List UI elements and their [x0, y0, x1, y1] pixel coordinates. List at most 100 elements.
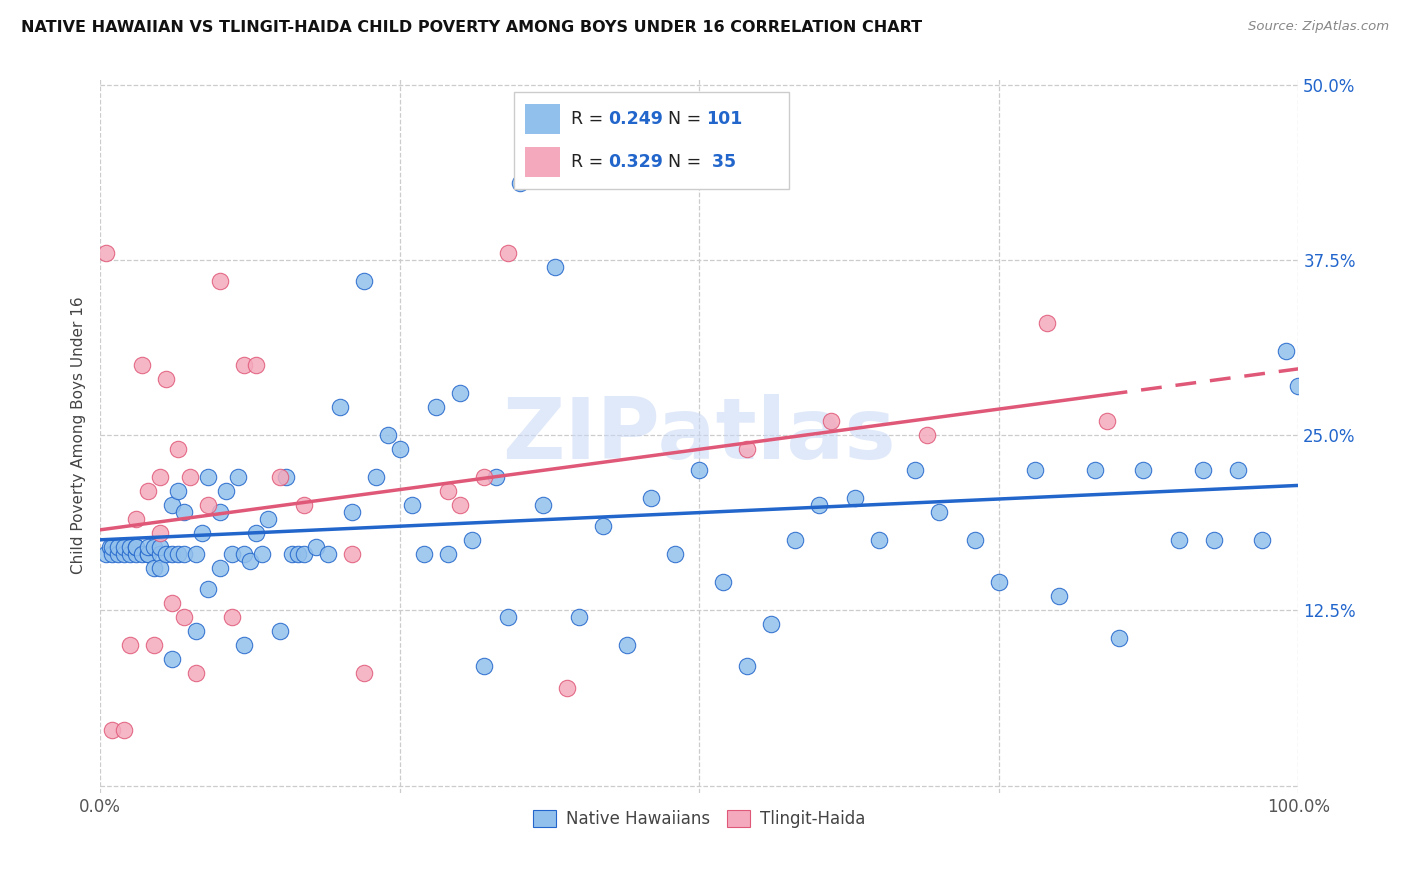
Point [496, 610, 519, 624]
Point [436, 547, 458, 561]
Point [1275, 344, 1298, 359]
Point [1084, 463, 1107, 477]
Point [533, 498, 555, 512]
Point [808, 498, 831, 512]
Point [316, 547, 339, 561]
Point [101, 547, 124, 561]
Point [160, 498, 183, 512]
Point [688, 463, 710, 477]
Point [711, 575, 734, 590]
Point [136, 547, 159, 561]
Point [820, 414, 842, 428]
Point [160, 652, 183, 666]
Point [239, 554, 262, 568]
Point [184, 547, 207, 561]
Point [112, 547, 135, 561]
Point [232, 358, 254, 372]
Point [101, 541, 124, 555]
Point [107, 547, 129, 561]
Point [208, 505, 231, 519]
Point [155, 547, 177, 561]
Point [436, 484, 458, 499]
Point [120, 541, 142, 555]
Point [125, 547, 148, 561]
Point [197, 498, 219, 512]
Point [131, 547, 153, 561]
Point [221, 547, 243, 561]
Point [287, 547, 309, 561]
Point [269, 470, 291, 484]
Point [508, 176, 530, 190]
Point [1047, 590, 1070, 604]
Point [544, 260, 567, 274]
Point [329, 400, 352, 414]
Point [759, 617, 782, 632]
Point [125, 541, 148, 555]
Point [149, 526, 172, 541]
Point [987, 575, 1010, 590]
Point [149, 470, 172, 484]
Legend: Native Hawaiians, Tlingit-Haida: Native Hawaiians, Tlingit-Haida [526, 803, 872, 834]
Point [160, 547, 183, 561]
Point [963, 533, 986, 548]
Point [735, 659, 758, 673]
Point [94, 547, 117, 561]
Point [1095, 414, 1118, 428]
Text: Source: ZipAtlas.com: Source: ZipAtlas.com [1249, 20, 1389, 33]
Point [1024, 463, 1046, 477]
Point [125, 512, 148, 526]
Point [232, 639, 254, 653]
Point [167, 547, 190, 561]
Point [377, 428, 399, 442]
Point [232, 547, 254, 561]
Point [472, 659, 495, 673]
Point [250, 547, 273, 561]
Point [844, 491, 866, 506]
Point [197, 582, 219, 597]
Point [197, 470, 219, 484]
Point [136, 541, 159, 555]
Point [120, 639, 142, 653]
Point [1108, 632, 1130, 646]
Point [557, 681, 579, 695]
Point [149, 547, 172, 561]
Point [915, 428, 938, 442]
Point [112, 723, 135, 737]
Point [184, 624, 207, 639]
Point [305, 541, 328, 555]
Point [245, 358, 267, 372]
Point [184, 666, 207, 681]
Point [425, 400, 447, 414]
Point [449, 386, 471, 401]
Point [520, 161, 543, 176]
Point [179, 470, 201, 484]
Point [460, 533, 482, 548]
Point [1191, 463, 1213, 477]
Point [167, 484, 190, 499]
Point [208, 274, 231, 288]
Point [1035, 316, 1057, 330]
Point [904, 463, 927, 477]
Point [340, 505, 363, 519]
Point [160, 596, 183, 610]
Point [281, 547, 304, 561]
Point [257, 512, 280, 526]
Point [143, 561, 166, 575]
Point [292, 498, 315, 512]
Y-axis label: Child Poverty Among Boys Under 16: Child Poverty Among Boys Under 16 [72, 296, 86, 574]
Point [107, 541, 129, 555]
Point [274, 470, 297, 484]
Point [353, 274, 375, 288]
Point [568, 610, 591, 624]
Point [484, 470, 506, 484]
Point [592, 519, 614, 533]
Point [245, 526, 267, 541]
Point [167, 442, 190, 457]
Point [226, 470, 249, 484]
Point [868, 533, 890, 548]
Point [785, 533, 807, 548]
Point [364, 470, 387, 484]
Point [269, 624, 291, 639]
Text: NATIVE HAWAIIAN VS TLINGIT-HAIDA CHILD POVERTY AMONG BOYS UNDER 16 CORRELATION C: NATIVE HAWAIIAN VS TLINGIT-HAIDA CHILD P… [21, 20, 922, 35]
Point [143, 639, 166, 653]
